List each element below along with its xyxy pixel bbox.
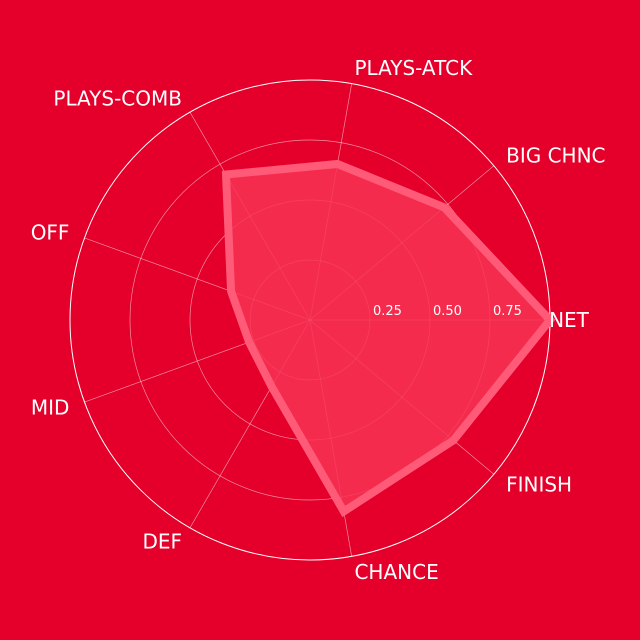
series-point [337, 163, 339, 165]
radial-tick-label: 0.25 [373, 304, 402, 319]
series-point [452, 439, 454, 441]
series-point [248, 341, 250, 343]
series-point [225, 174, 227, 176]
series-point [549, 319, 551, 321]
category-label: PLAYS-COMB [53, 86, 182, 110]
series-point [343, 510, 345, 512]
radial-tick-labels: 0.25 0.50 0.75 [373, 304, 522, 319]
category-label: OFF [31, 220, 70, 244]
series-point [230, 290, 232, 292]
radial-tick-label: 0.75 [493, 304, 522, 319]
category-label: NET [549, 308, 590, 332]
series-polygon [221, 159, 556, 518]
category-label: CHANCE [354, 560, 438, 584]
series-point [443, 206, 445, 208]
category-labels: NET BIG CHNC PLAYS-ATCK PLAYS-COMB OFF MID DEF… [31, 56, 606, 584]
category-label: DEF [142, 530, 182, 554]
series-point [271, 386, 273, 388]
category-label: FINISH [506, 473, 572, 497]
radial-tick-label: 0.50 [433, 304, 462, 319]
category-label: MID [31, 396, 70, 420]
category-label: PLAYS-ATCK [354, 56, 473, 80]
category-label: BIG CHNC [506, 143, 605, 167]
series-layer [221, 159, 556, 518]
